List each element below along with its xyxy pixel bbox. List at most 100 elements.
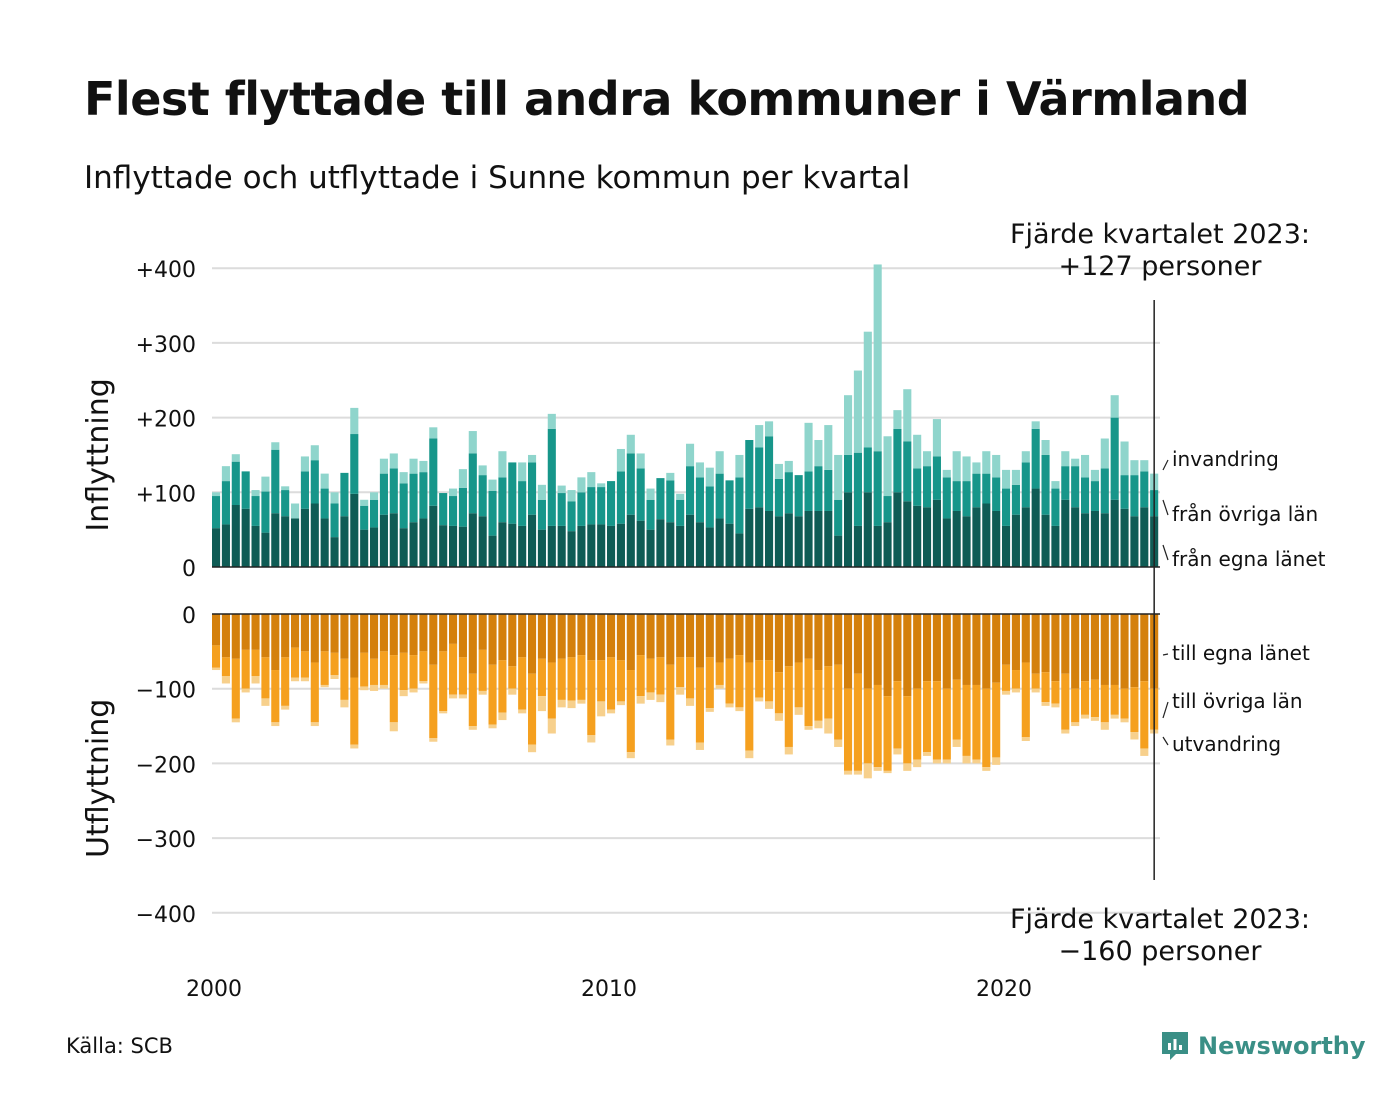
bar-out-1: [320, 651, 329, 685]
bar-out-2: [834, 739, 843, 747]
bar-out-2: [587, 735, 596, 743]
bar-in-2: [547, 413, 556, 429]
bar-out-0: [567, 614, 576, 658]
bar-in-2: [1061, 451, 1070, 467]
bar-out-2: [824, 718, 833, 734]
bar-in-2: [370, 492, 379, 500]
bar-in-2: [705, 467, 714, 487]
bar-in-1: [715, 473, 724, 519]
bar-out-0: [1061, 614, 1070, 674]
bar-in-1: [488, 490, 497, 536]
bar-out-1: [281, 657, 290, 706]
bar-in-0: [814, 510, 823, 567]
bar-in-1: [557, 493, 566, 526]
bar-out-0: [952, 614, 961, 680]
bar-out-0: [824, 614, 833, 667]
bar-in-2: [537, 484, 546, 500]
bar-in-2: [1130, 460, 1139, 476]
bar-out-1: [735, 655, 744, 708]
bar-in-2: [1051, 481, 1060, 489]
bar-out-1: [439, 651, 448, 712]
bar-in-1: [528, 462, 537, 515]
bar-in-1: [784, 472, 793, 514]
bar-in-2: [379, 458, 388, 474]
chart-subtitle: Inflyttade och utflyttade i Sunne kommun…: [84, 160, 911, 196]
bar-out-0: [231, 614, 240, 659]
bar-in-0: [676, 525, 685, 567]
bar-out-2: [1002, 690, 1011, 695]
bar-out-0: [300, 614, 309, 652]
bar-in-1: [863, 447, 872, 493]
bar-out-1: [241, 649, 250, 689]
bar-out-0: [320, 614, 329, 652]
bar-out-0: [616, 614, 625, 661]
bar-out-1: [893, 681, 902, 749]
bar-out-2: [449, 694, 458, 699]
bar-out-2: [646, 692, 655, 700]
bar-in-1: [972, 473, 981, 508]
bar-out-2: [626, 752, 635, 759]
bar-in-0: [488, 535, 497, 567]
bar-out-2: [221, 676, 230, 684]
bar-out-1: [1051, 681, 1060, 704]
bar-out-2: [992, 757, 1001, 765]
bar-out-2: [379, 684, 388, 689]
bar-in-0: [883, 522, 892, 567]
bar-in-1: [626, 453, 635, 515]
bar-in-1: [449, 496, 458, 526]
bar-in-0: [1051, 525, 1060, 567]
bar-in-0: [587, 524, 596, 567]
bar-in-0: [1071, 507, 1080, 567]
bar-in-1: [992, 477, 1001, 511]
bar-out-0: [1120, 614, 1129, 689]
y-tick-label-in: 0: [182, 557, 196, 582]
series-label-in: från egna länet: [1172, 547, 1326, 571]
bar-out-0: [478, 614, 487, 650]
y-tick-label-out: −400: [136, 903, 196, 928]
bar-in-2: [962, 456, 971, 482]
bar-out-0: [705, 614, 714, 658]
bar-in-0: [281, 516, 290, 567]
bar-in-1: [310, 460, 319, 504]
bar-in-2: [1031, 421, 1040, 429]
bar-out-1: [468, 673, 477, 727]
bar-out-1: [784, 666, 793, 747]
bar-in-0: [340, 516, 349, 567]
series-label-leader-out: [1162, 701, 1169, 719]
annotation-bottom-value: −160 personer: [1058, 936, 1262, 967]
bar-out-1: [834, 664, 843, 740]
chart-title: Flest flyttade till andra kommuner i Vär…: [84, 72, 1250, 126]
bar-out-2: [281, 705, 290, 710]
bar-out-2: [804, 726, 813, 730]
y-tick-label-in: +100: [136, 482, 196, 507]
bar-in-2: [577, 477, 586, 493]
x-tick-label: 2000: [186, 977, 242, 1002]
bar-out-2: [616, 701, 625, 706]
bar-out-1: [962, 684, 971, 756]
bar-in-2: [834, 454, 843, 500]
bar-in-0: [498, 522, 507, 567]
bar-out-1: [804, 658, 813, 727]
bar-in-0: [1041, 514, 1050, 567]
bar-in-2: [992, 454, 1001, 478]
bar-out-0: [982, 614, 991, 689]
y-tick-label-out: −300: [136, 828, 196, 853]
bar-in-1: [458, 487, 467, 527]
bar-out-2: [863, 763, 872, 779]
bar-out-2: [478, 690, 487, 695]
bar-out-1: [577, 655, 586, 700]
bar-out-1: [350, 677, 359, 745]
y-axis-label-in: Inflyttning: [81, 378, 116, 531]
bar-out-1: [330, 652, 339, 676]
bar-in-0: [320, 518, 329, 567]
bar-out-0: [547, 614, 556, 663]
bar-out-0: [350, 614, 359, 678]
bar-in-1: [824, 469, 833, 511]
bar-in-2: [330, 492, 339, 504]
bar-out-1: [291, 647, 300, 678]
bar-in-2: [765, 421, 774, 437]
annotation-top-value: +127 personer: [1058, 251, 1262, 282]
series-label-leader-out: [1162, 653, 1169, 656]
bar-in-0: [1061, 499, 1070, 567]
